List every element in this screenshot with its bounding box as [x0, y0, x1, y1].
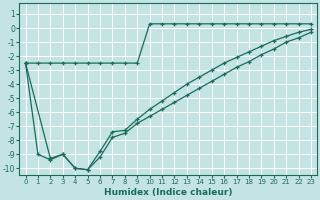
X-axis label: Humidex (Indice chaleur): Humidex (Indice chaleur) [104, 188, 233, 197]
